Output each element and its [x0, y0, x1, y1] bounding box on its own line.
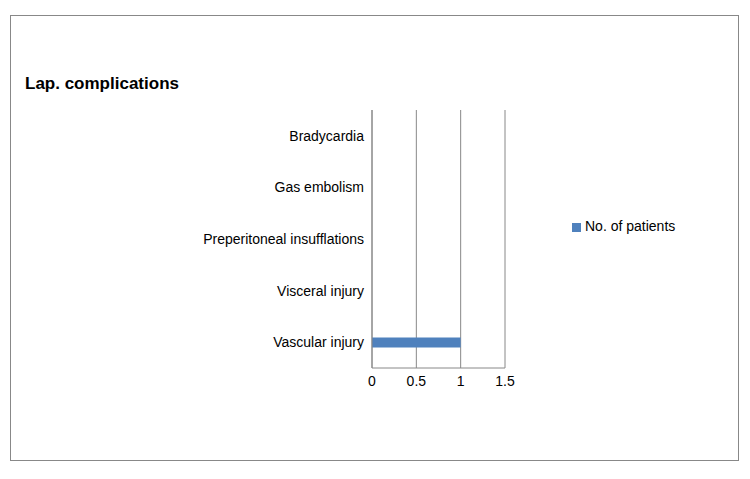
svg-text:1.5: 1.5: [495, 373, 515, 389]
svg-text:0.5: 0.5: [407, 373, 427, 389]
html-text:Lap. complications: Lap. complications: [25, 74, 179, 93]
svg-text:Bradycardia: Bradycardia: [289, 128, 364, 144]
svg-text:0: 0: [368, 373, 376, 389]
svg-text:Vascular injury: Vascular injury: [273, 334, 364, 350]
svg-text:Gas embolism: Gas embolism: [275, 179, 364, 195]
svg-text:Preperitoneal insufflations: Preperitoneal insufflations: [203, 231, 364, 247]
svg-text:Visceral injury: Visceral injury: [277, 283, 364, 299]
svg-text:1: 1: [457, 373, 465, 389]
html-text:No. of patients: No. of patients: [585, 218, 676, 234]
